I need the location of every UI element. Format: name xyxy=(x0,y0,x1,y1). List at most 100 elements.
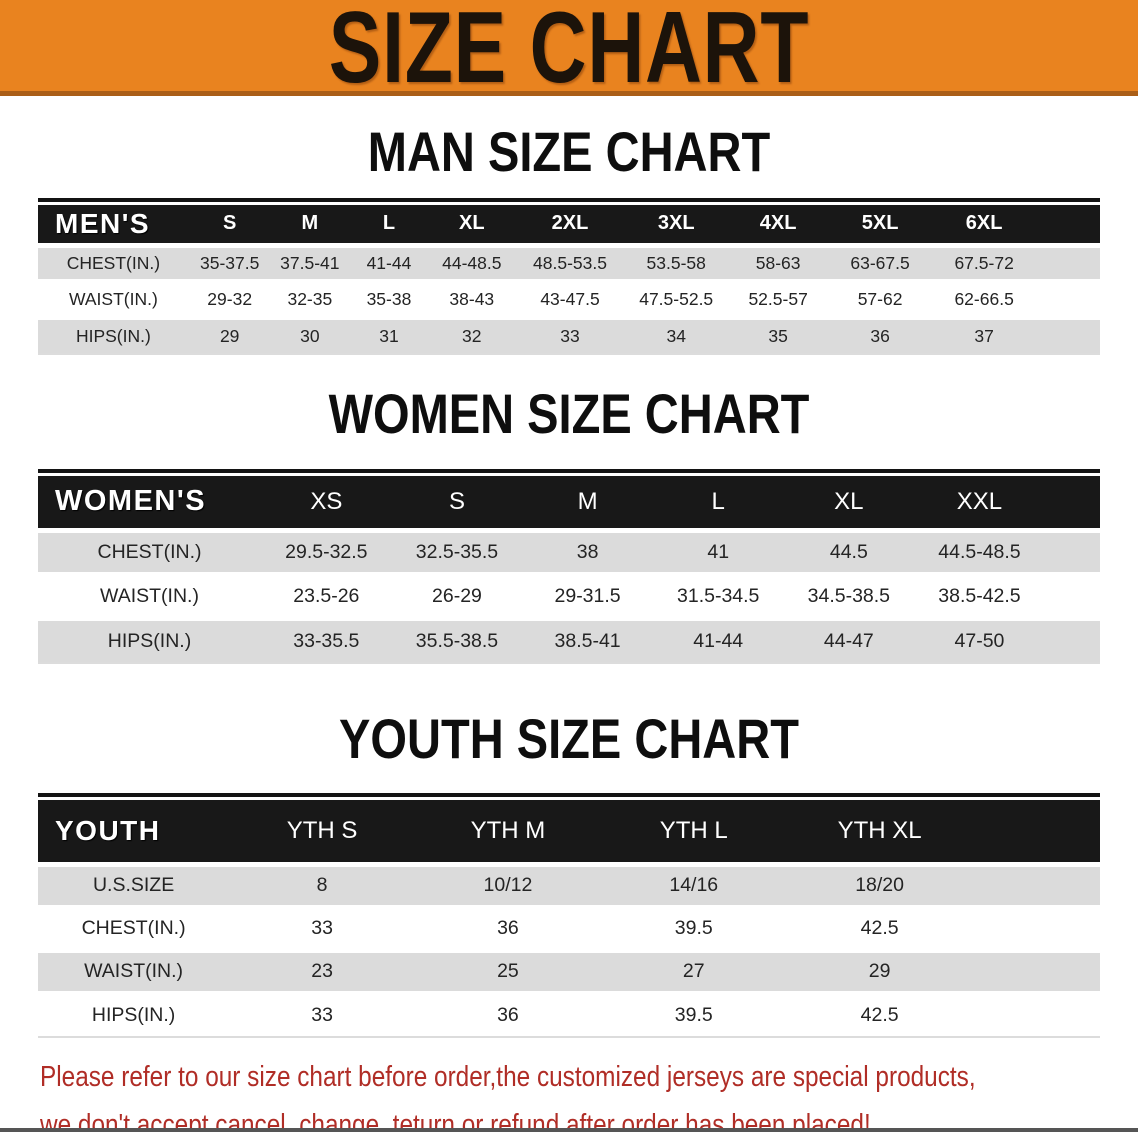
size-value: 33-35.5 xyxy=(261,615,392,662)
men-section-title: MAN SIZE CHART xyxy=(367,120,771,183)
table-row: HIPS(IN.) 33-35.5 35.5-38.5 38.5-41 41-44 44-… xyxy=(38,615,1100,662)
size-value: 53.5-58 xyxy=(625,242,728,281)
table-row: CHEST(IN.) 29.5-32.5 32.5-35.5 38 41 44.5 44.5… xyxy=(38,527,1100,574)
size-value: 30 xyxy=(270,314,350,353)
size-value: 8 xyxy=(229,861,415,907)
disclaimer: Please refer to our size chart before or… xyxy=(0,1053,1138,1132)
spacer-cell xyxy=(972,990,1100,1036)
size-value: 36 xyxy=(415,990,601,1036)
size-value: 42.5 xyxy=(786,904,973,950)
size-value: 36 xyxy=(415,904,601,950)
size-value: 38.5-42.5 xyxy=(914,571,1045,618)
column-header: M xyxy=(522,476,653,530)
size-value: 35-37.5 xyxy=(188,242,271,281)
size-value: 31.5-34.5 xyxy=(652,571,784,618)
spacer-cell xyxy=(972,800,1100,864)
spacer-cell xyxy=(1037,278,1100,317)
size-value: 44.5-48.5 xyxy=(914,527,1045,574)
row-label: WAIST(IN.) xyxy=(38,947,230,993)
row-label: CHEST(IN.) xyxy=(38,904,230,950)
size-value: 23 xyxy=(229,947,415,993)
size-value: 29 xyxy=(786,947,973,993)
size-value: 44-47 xyxy=(783,615,915,662)
size-value: 67.5-72 xyxy=(931,242,1038,281)
size-value: 34.5-38.5 xyxy=(783,571,915,618)
table-row: CHEST(IN.) 33 36 39.5 42.5 xyxy=(38,904,1100,950)
size-value: 33 xyxy=(229,990,415,1036)
size-value: 31 xyxy=(349,314,429,353)
spacer-cell xyxy=(972,947,1100,993)
column-header: 5XL xyxy=(829,205,932,245)
table-header-row: MEN'S S M L XL 2XL 3XL 4XL 5XL 6XL xyxy=(38,205,1100,245)
spacer-cell xyxy=(1044,476,1100,530)
spacer-cell xyxy=(972,904,1100,950)
size-value: 38-43 xyxy=(428,278,515,317)
size-value: 26-29 xyxy=(391,571,523,618)
size-value: 41-44 xyxy=(349,242,429,281)
spacer-cell xyxy=(972,861,1100,907)
column-header: L xyxy=(349,205,429,245)
size-value: 57-62 xyxy=(829,278,932,317)
table-header-row: WOMEN'S XS S M L XL XXL xyxy=(38,476,1100,530)
size-value: 27 xyxy=(600,947,787,993)
size-value: 48.5-53.5 xyxy=(514,242,626,281)
size-value: 47.5-52.5 xyxy=(625,278,728,317)
banner: SIZE CHART xyxy=(0,0,1138,99)
size-value: 32-35 xyxy=(270,278,350,317)
spacer-cell xyxy=(1037,314,1100,353)
size-value: 63-67.5 xyxy=(829,242,932,281)
column-header: XXL xyxy=(914,476,1045,530)
table-name-cell: YOUTH xyxy=(38,800,230,864)
column-header: YTH S xyxy=(229,800,415,864)
size-value: 37.5-41 xyxy=(270,242,350,281)
size-value: 25 xyxy=(415,947,601,993)
size-value: 29-31.5 xyxy=(522,571,653,618)
table-name-cell: MEN'S xyxy=(38,205,189,245)
row-label: CHEST(IN.) xyxy=(38,242,189,281)
column-header: YTH M xyxy=(415,800,601,864)
size-value: 23.5-26 xyxy=(261,571,392,618)
size-value: 38 xyxy=(522,527,653,574)
column-header: L xyxy=(652,476,784,530)
size-value: 58-63 xyxy=(727,242,830,281)
table-row: WAIST(IN.) 23.5-26 26-29 29-31.5 31.5-34.5 34… xyxy=(38,571,1100,618)
size-value: 47-50 xyxy=(914,615,1045,662)
men-size-table: MEN'S S M L XL 2XL 3XL 4XL 5XL 6XL CHEST(IN.) 35-37… xyxy=(38,205,1100,353)
column-header: 6XL xyxy=(931,205,1038,245)
table-row: WAIST(IN.) 29-32 32-35 35-38 38-43 43-47.5 47.… xyxy=(38,278,1100,317)
table-header-row: YOUTH YTH S YTH M YTH L YTH XL xyxy=(38,800,1100,864)
size-value: 34 xyxy=(625,314,728,353)
size-value: 44-48.5 xyxy=(428,242,515,281)
youth-section-title: YOUTH SIZE CHART xyxy=(339,707,799,770)
spacer-cell xyxy=(1044,615,1100,662)
size-value: 42.5 xyxy=(786,990,973,1036)
bottom-edge-strip xyxy=(0,1128,1138,1132)
spacer-cell xyxy=(1044,527,1100,574)
spacer-cell xyxy=(1044,571,1100,618)
column-header: M xyxy=(270,205,350,245)
row-label: HIPS(IN.) xyxy=(38,615,262,662)
table-row: WAIST(IN.) 23 25 27 29 xyxy=(38,947,1100,993)
disclaimer-line-1: Please refer to our size chart before or… xyxy=(40,1061,976,1093)
column-header: 3XL xyxy=(625,205,728,245)
size-value: 29.5-32.5 xyxy=(261,527,392,574)
column-header: XL xyxy=(428,205,515,245)
size-value: 44.5 xyxy=(783,527,915,574)
size-value: 52.5-57 xyxy=(727,278,830,317)
size-value: 35 xyxy=(727,314,830,353)
size-value: 33 xyxy=(514,314,626,353)
column-header: XS xyxy=(261,476,392,530)
size-value: 35.5-38.5 xyxy=(391,615,523,662)
men-size-table-wrap: MEN'S S M L XL 2XL 3XL 4XL 5XL 6XL CHEST(IN.) 35-37… xyxy=(38,198,1100,355)
row-label: CHEST(IN.) xyxy=(38,527,262,574)
size-value: 10/12 xyxy=(415,861,601,907)
size-value: 33 xyxy=(229,904,415,950)
size-value: 29-32 xyxy=(188,278,271,317)
column-header: YTH L xyxy=(600,800,787,864)
column-header: XL xyxy=(783,476,915,530)
size-value: 32 xyxy=(428,314,515,353)
column-header: 4XL xyxy=(727,205,830,245)
column-header: YTH XL xyxy=(786,800,973,864)
youth-size-table-wrap: YOUTH YTH S YTH M YTH L YTH XL U.S.SIZE 8 10/12… xyxy=(38,793,1100,1038)
